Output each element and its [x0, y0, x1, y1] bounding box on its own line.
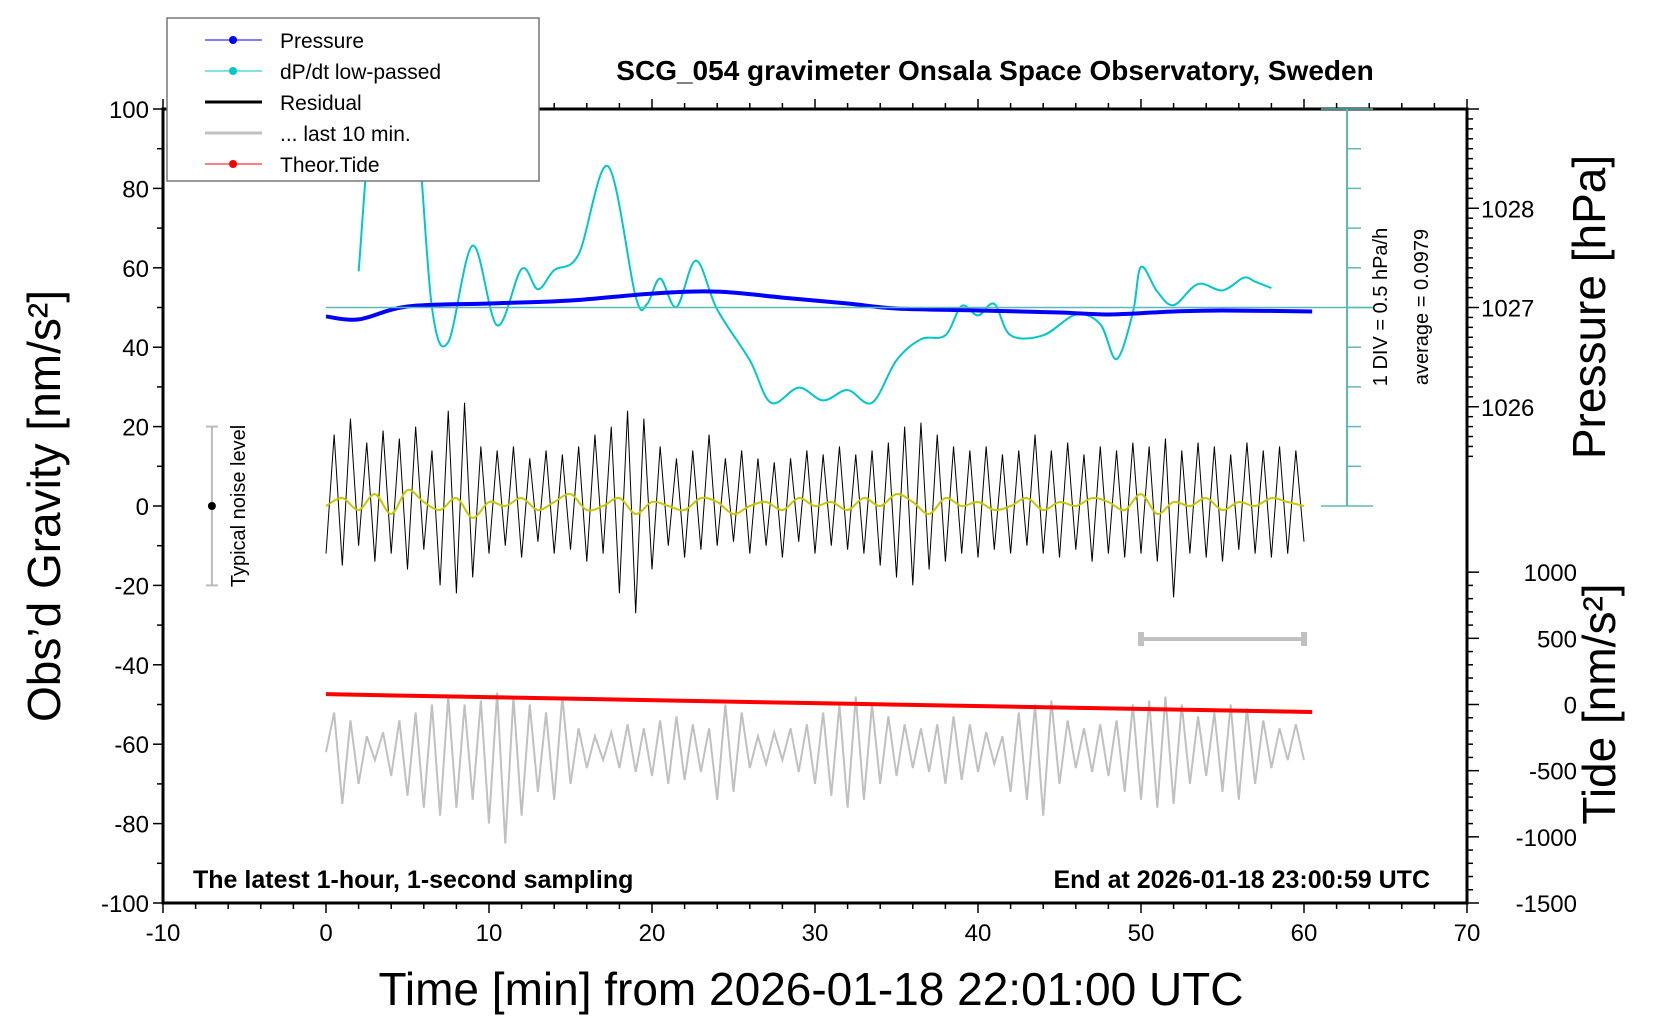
axes: -10 0 10 20 30 40 50 60 70100806040200-20-40-60-…: [101, 97, 1577, 947]
y-tick-label: 40: [122, 335, 149, 362]
tide-tick-label: -1500: [1516, 891, 1577, 918]
last10-window-cap: [1138, 631, 1144, 646]
y-tick-label: 100: [109, 97, 149, 124]
dpdt-average-label: average = 0.0979: [1411, 229, 1433, 385]
x-tick-label: 20: [639, 920, 666, 947]
pressure-tick-label: 1026: [1481, 395, 1534, 422]
legend-label: Residual: [280, 92, 362, 115]
x-tick-label: -10: [146, 920, 181, 947]
y-tick-label: -40: [114, 653, 149, 680]
legend-item: Theor.Tide: [205, 154, 380, 177]
noise-level-dot: [207, 502, 216, 510]
theor-tide-line: [325, 692, 1313, 715]
tide-tick-label: 0: [1564, 693, 1577, 720]
pressure-tick-label: 1028: [1481, 196, 1534, 223]
tide-axis-label: Tide [nm/s²]: [1573, 583, 1625, 824]
y-tick-label: 60: [122, 256, 149, 283]
x-tick-label: 0: [319, 920, 332, 947]
y-axis-label: Obs’d Gravity [nm/s²]: [18, 290, 70, 722]
tide-tick-label: 1000: [1524, 560, 1577, 587]
legend: Pressure dP/dt low-passed Residual ... last…: [166, 17, 540, 182]
y-tick-label: 0: [136, 494, 149, 521]
annotations: [205, 108, 1373, 646]
y-tick-label: 20: [122, 415, 149, 442]
legend-marker: [229, 67, 237, 75]
legend-label: dP/dt low-passed: [280, 61, 441, 84]
y-tick-label: -60: [114, 732, 149, 759]
x-tick-label: 30: [802, 920, 829, 947]
x-tick-label: 40: [965, 920, 992, 947]
residual-lowpass-line: [325, 488, 1305, 519]
legend-item: Residual: [205, 92, 362, 115]
y-tick-label: -100: [101, 891, 149, 918]
y-tick-label: -80: [114, 812, 149, 839]
last10-window-cap: [1301, 631, 1307, 646]
pressure-tick-label: 1027: [1481, 296, 1534, 323]
dpdt-line: [357, 109, 1272, 405]
legend-item: dP/dt low-passed: [205, 61, 441, 84]
bottom-right-note: End at 2026-01-18 23:00:59 UTC: [1053, 866, 1430, 894]
series: [325, 109, 1313, 844]
legend-item: Pressure: [205, 30, 364, 53]
x-tick-label: 10: [476, 920, 503, 947]
legend-marker: [229, 160, 237, 168]
dpdt-scale-label: 1 DIV = 0.5 hPa/h: [1370, 228, 1392, 386]
bottom-left-note: The latest 1-hour, 1-second sampling: [193, 866, 633, 894]
residual-line: [325, 402, 1305, 614]
y-tick-label: -20: [114, 573, 149, 600]
pressure-line: [325, 289, 1313, 322]
tide-tick-label: -1000: [1516, 825, 1577, 852]
pressure-axis-label: Pressure [hPa]: [1563, 155, 1615, 459]
x-tick-label: 60: [1291, 920, 1318, 947]
legend-item: ... last 10 min.: [205, 123, 411, 146]
chart-title: SCG_054 gravimeter Onsala Space Observat…: [616, 55, 1373, 86]
legend-marker: [229, 36, 237, 44]
legend-label: Theor.Tide: [280, 154, 380, 177]
last10-curve: [325, 692, 1305, 844]
x-tick-label: 70: [1454, 920, 1481, 947]
noise-level-label: Typical noise level: [228, 425, 250, 587]
legend-label: ... last 10 min.: [280, 123, 411, 146]
tide-tick-label: 500: [1537, 626, 1577, 653]
legend-label: Pressure: [280, 30, 364, 53]
legend-box: [166, 17, 540, 182]
tide-tick-label: -500: [1529, 759, 1577, 786]
x-axis-label: Time [min] from 2026-01-18 22:01:00 UTC: [379, 963, 1244, 1015]
y-tick-label: 80: [122, 176, 149, 203]
x-tick-label: 50: [1128, 920, 1155, 947]
